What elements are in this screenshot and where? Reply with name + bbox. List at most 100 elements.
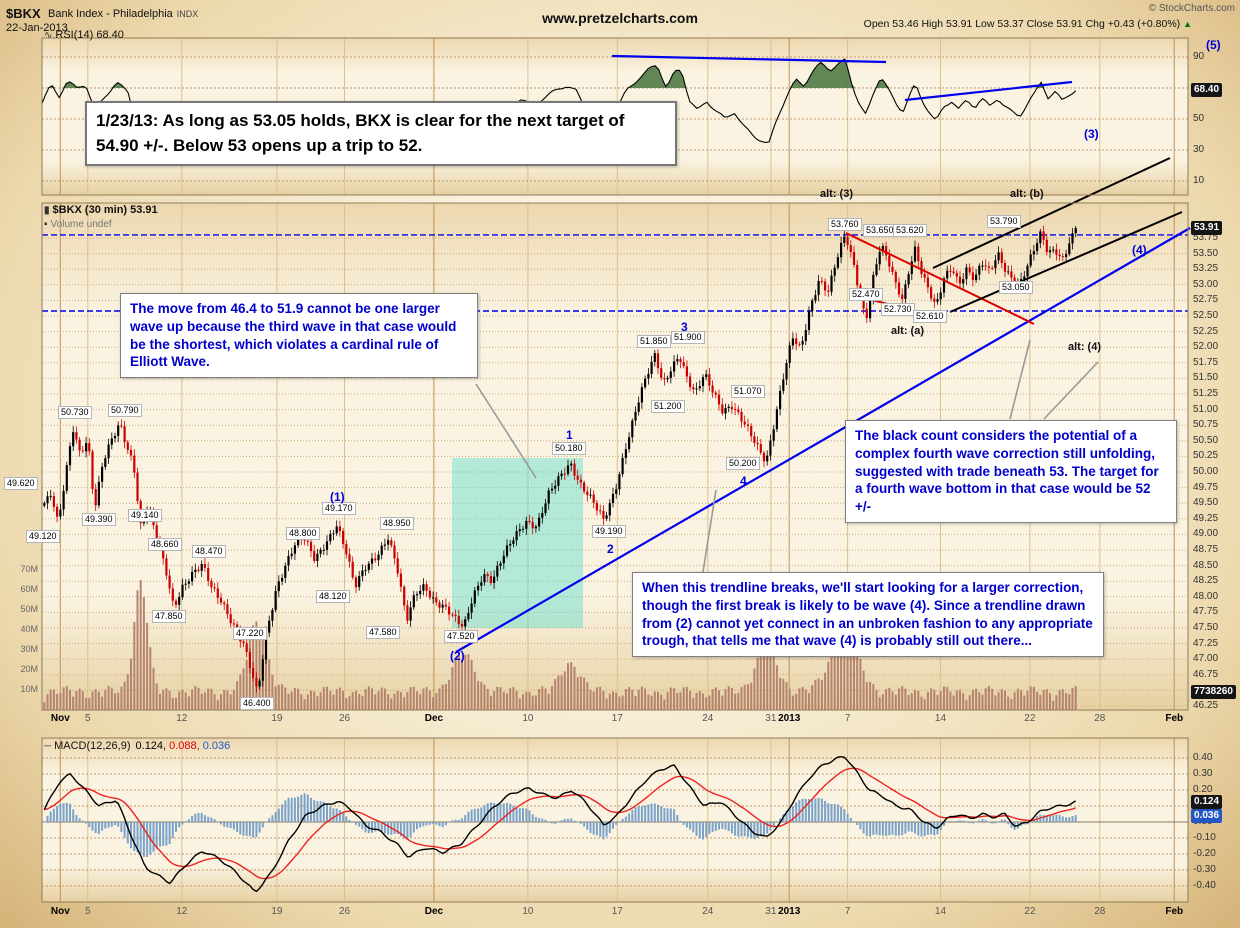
price-point-label: 48.120 [316, 590, 350, 603]
price-axis-tick: 53.25 [1193, 263, 1219, 275]
price-axis-tick: 53.75 [1193, 232, 1219, 243]
price-point-label: 47.580 [366, 626, 400, 639]
x-axis-label: Feb [1165, 906, 1184, 917]
price-point-label: 52.730 [881, 303, 915, 316]
x-axis-label: 10 [522, 713, 534, 724]
x-axis-label: Dec [424, 906, 444, 917]
price-axis-tick: 52.25 [1193, 325, 1219, 337]
x-axis-label: 17 [611, 713, 623, 724]
macd-axis-tick: -0.10 [1193, 832, 1216, 843]
macd-axis-tick: -0.40 [1193, 880, 1216, 891]
price-point-label: 53.050 [999, 281, 1033, 294]
x-axis-label: 14 [934, 906, 947, 917]
macd-axis-tick: 0.30 [1193, 768, 1213, 779]
price-label-text: $BKX (30 min) 53.91 [52, 204, 158, 216]
x-axis-label: 2013 [778, 713, 801, 724]
ohlc-quote-line: Open 53.46 High 53.91 Low 53.37 Close 53… [864, 18, 1192, 30]
wave-count-label: 4 [740, 474, 747, 488]
alt-wave-count-label: alt: (3) [820, 188, 853, 200]
volume-axis-tick: 10M [20, 684, 38, 694]
price-axis-tick: 53.50 [1193, 247, 1219, 259]
price-axis-tick: 51.75 [1193, 356, 1219, 368]
alt-wave-count-label: alt: (a) [891, 325, 924, 337]
price-point-label: 52.610 [913, 310, 947, 323]
symbol-description: Bank Index - Philadelphia INDX [48, 8, 198, 20]
rsi-label-text: RSI(14) 68.40 [55, 29, 124, 41]
price-point-label: 50.790 [108, 404, 142, 417]
wave-count-label: 1 [566, 428, 573, 442]
price-point-label: 49.390 [82, 513, 116, 526]
price-axis-tick: 47.75 [1193, 606, 1219, 618]
price-axis-tick: 51.25 [1193, 388, 1219, 399]
x-axis-label: 19 [271, 713, 283, 724]
price-point-label: 50.200 [726, 457, 760, 470]
x-axis-label: 5 [85, 906, 91, 917]
price-axis-tick: 46.25 [1193, 700, 1219, 711]
price-point-label: 49.190 [592, 525, 626, 538]
rsi-axis-tick: 10 [1193, 175, 1205, 186]
rsi-panel-label: ∿ RSI(14) 68.40 [44, 29, 124, 41]
price-panel-label: ▮ $BKX (30 min) 53.91 [44, 204, 158, 216]
x-axis-label: 26 [338, 906, 351, 917]
price-axis-tick: 48.75 [1193, 544, 1219, 555]
x-axis-label: 28 [1094, 906, 1106, 917]
x-axis-label: 31 [765, 906, 777, 917]
price-point-label: 52.470 [849, 288, 883, 301]
rsi-trendlines [611, 54, 1073, 102]
x-axis-label: 7 [844, 906, 851, 917]
rsi-axis-tick: 90 [1193, 51, 1205, 62]
close-label: Close [1026, 18, 1054, 30]
x-axis-label: 12 [176, 906, 188, 917]
x-axis-label: 24 [702, 906, 714, 917]
open-label: Open [863, 18, 890, 30]
macd-label-text: MACD(12,26,9) [54, 740, 131, 752]
price-point-label: 48.470 [192, 545, 226, 558]
x-axis-label: 22 [1024, 906, 1036, 917]
volume-label-text: Volume undef [50, 219, 112, 230]
black-count-note-box: The black count considers the potential … [845, 420, 1177, 524]
x-axis-label: 26 [338, 713, 351, 724]
high-value: 53.91 [946, 18, 973, 30]
price-point-label: 47.850 [152, 610, 186, 623]
price-axis-tick: 47.00 [1193, 653, 1219, 665]
price-point-label: 51.900 [671, 331, 705, 344]
rsi-axis-tick: 50 [1193, 113, 1205, 124]
price-axis-tick: 53.00 [1193, 278, 1219, 290]
headline-annotation-box: 1/23/13: As long as 53.05 holds, BKX is … [85, 101, 677, 167]
volume-icon: ▪ [44, 219, 48, 230]
price-point-label: 51.850 [637, 335, 671, 348]
price-axis-tick: 50.25 [1193, 450, 1219, 462]
price-axis-tick: 47.25 [1193, 637, 1219, 649]
x-axis-label: Nov [50, 713, 70, 724]
price-point-label: 48.660 [148, 538, 182, 551]
price-axis-tick: 48.00 [1193, 590, 1219, 602]
price-axis-tick: 52.75 [1193, 294, 1219, 306]
price-axis-tick: 51.50 [1193, 372, 1219, 384]
price-axis-tick: 49.25 [1193, 512, 1219, 524]
low-value: 53.37 [997, 18, 1024, 30]
price-point-label: 47.520 [444, 630, 478, 643]
price-point-label: 51.070 [731, 385, 765, 398]
close-value: 53.91 [1056, 18, 1083, 30]
site-watermark: www.pretzelcharts.com [542, 10, 698, 26]
change-label: Chg [1085, 18, 1105, 30]
macd-axis-tick: 0.20 [1193, 784, 1213, 795]
price-point-label: 46.400 [240, 697, 274, 710]
price-point-label: 53.760 [828, 218, 862, 231]
wave-count-label: 3 [681, 320, 688, 334]
volume-axis-tick: 60M [20, 584, 38, 594]
macd-indicator-icon: ─ [44, 741, 52, 752]
x-axis-label: 24 [702, 713, 714, 724]
x-axis-label: Feb [1165, 713, 1184, 724]
macd-axis-tick: 0.40 [1193, 752, 1213, 763]
change-up-arrow-icon: ▲ [1183, 19, 1192, 29]
price-axis-tick: 50.75 [1193, 419, 1219, 431]
macd-axis-tick: -0.20 [1193, 848, 1216, 859]
macd-series [43, 755, 1077, 893]
price-point-label: 48.950 [380, 517, 414, 530]
price-axis-tick: 51.00 [1193, 403, 1219, 415]
wave-count-label: (1) [330, 490, 345, 504]
x-axis-label: 12 [176, 713, 188, 724]
price-axis-tick: 50.00 [1193, 466, 1219, 477]
volume-value-badge: 7738260 [1191, 685, 1236, 699]
